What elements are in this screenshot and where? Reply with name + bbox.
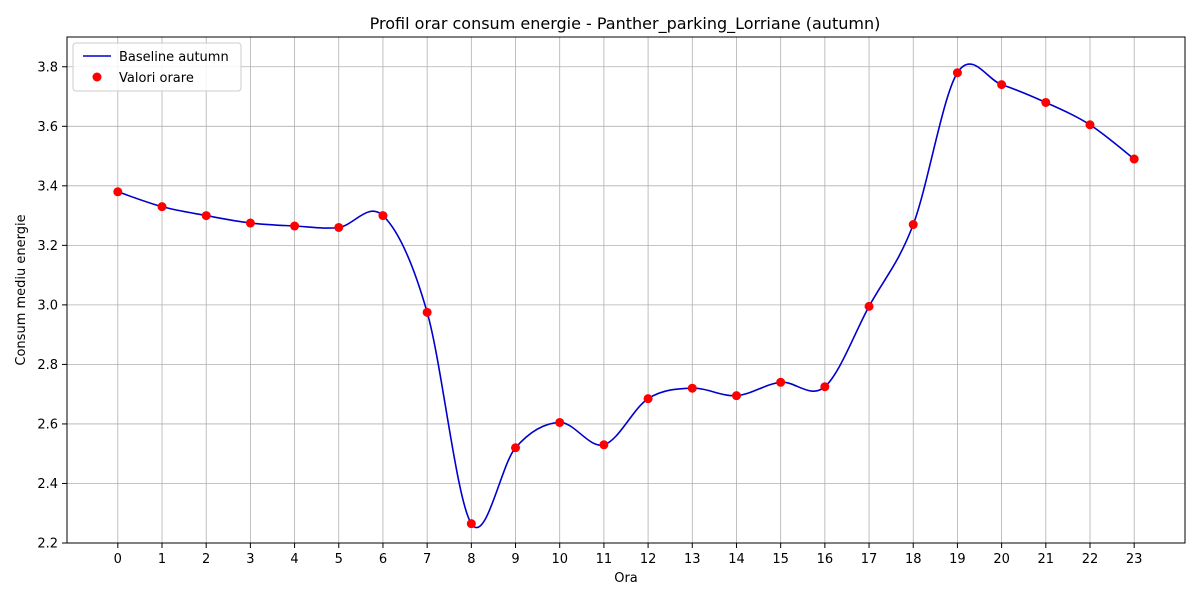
x-tick-label: 20 <box>993 552 1010 567</box>
x-tick-label: 8 <box>467 552 475 567</box>
data-point <box>599 440 609 450</box>
series-lines <box>117 63 1135 529</box>
y-tick-label: 3.2 <box>37 239 58 254</box>
x-tick-label: 10 <box>551 552 568 567</box>
y-tick-label: 2.8 <box>37 358 58 373</box>
y-tick-label: 3.8 <box>37 60 58 75</box>
y-tick-label: 2.2 <box>37 537 58 552</box>
data-point <box>201 211 211 221</box>
x-tick-label: 2 <box>202 552 210 567</box>
x-tick-label: 3 <box>246 552 254 567</box>
x-tick-label: 11 <box>596 552 613 567</box>
legend-label-points: Valori orare <box>119 71 194 86</box>
y-axis-ticks: 2.2 2.4 2.6 2.8 3.0 3.2 3.4 3.6 3.8 <box>37 60 67 552</box>
data-point <box>908 220 918 230</box>
legend: Baseline autumn Valori orare <box>72 42 242 92</box>
x-tick-label: 7 <box>423 552 431 567</box>
x-tick-label: 17 <box>861 552 878 567</box>
y-tick-label: 3.0 <box>37 298 58 313</box>
data-point <box>997 80 1007 90</box>
y-axis-title: Consum mediu energie <box>14 214 29 365</box>
data-point <box>466 519 476 529</box>
x-tick-label: 0 <box>114 552 122 567</box>
x-axis-ticks: 0 1 2 3 4 5 6 7 8 9 10 11 12 13 14 15 16 17 18 19 20 21 22 23 <box>114 543 1143 567</box>
x-tick-label: 9 <box>511 552 519 567</box>
data-point <box>1129 154 1139 164</box>
data-point <box>555 417 565 427</box>
x-tick-label: 15 <box>772 552 789 567</box>
data-point <box>290 221 300 231</box>
legend-label-baseline: Baseline autumn <box>119 50 229 65</box>
x-tick-label: 22 <box>1082 552 1099 567</box>
data-point <box>157 202 167 212</box>
data-point <box>643 394 653 404</box>
grid <box>67 37 1185 544</box>
data-point <box>422 307 432 317</box>
x-tick-label: 5 <box>335 552 343 567</box>
data-point <box>245 218 255 228</box>
chart-title: Profil orar consum energie - Panther_par… <box>370 14 881 34</box>
x-tick-label: 4 <box>290 552 298 567</box>
data-point <box>378 211 388 221</box>
x-tick-label: 13 <box>684 552 701 567</box>
data-point <box>1085 120 1095 130</box>
y-tick-label: 3.4 <box>37 179 58 194</box>
data-point <box>731 391 741 401</box>
data-point <box>952 68 962 78</box>
x-tick-label: 21 <box>1038 552 1055 567</box>
x-tick-label: 19 <box>949 552 966 567</box>
data-point <box>820 382 830 392</box>
x-tick-label: 12 <box>640 552 657 567</box>
x-tick-label: 6 <box>379 552 387 567</box>
y-tick-label: 2.4 <box>37 477 58 492</box>
data-point <box>1041 97 1051 107</box>
plot-frame <box>66 36 1186 544</box>
x-tick-label: 16 <box>817 552 834 567</box>
y-tick-label: 3.6 <box>37 120 58 135</box>
x-tick-label: 1 <box>158 552 166 567</box>
series-points <box>113 68 1139 529</box>
x-tick-label: 14 <box>728 552 745 567</box>
data-point <box>334 222 344 232</box>
y-tick-label: 2.6 <box>37 417 58 432</box>
legend-point-swatch <box>92 72 102 82</box>
data-point <box>113 187 123 197</box>
data-point <box>864 301 874 311</box>
series-line-baseline <box>117 63 1135 529</box>
x-tick-label: 18 <box>905 552 922 567</box>
data-point <box>687 383 697 393</box>
x-axis-title: Ora <box>614 571 638 586</box>
data-point <box>776 377 786 387</box>
data-point <box>511 443 521 453</box>
x-tick-label: 23 <box>1126 552 1143 567</box>
legend-box <box>72 42 242 92</box>
